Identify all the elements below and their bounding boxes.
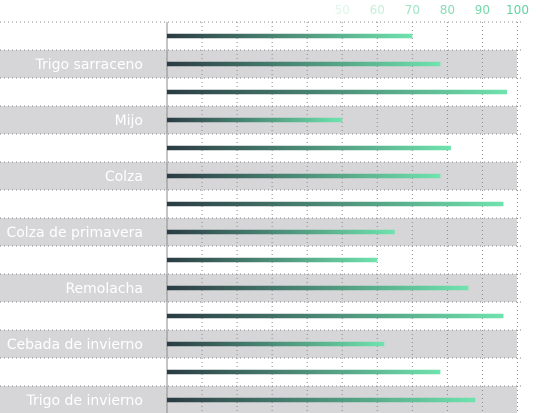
category-label: Colza — [105, 169, 143, 185]
bar — [167, 257, 378, 263]
bar — [167, 397, 476, 403]
bar — [167, 285, 469, 291]
bar — [167, 201, 504, 207]
bar — [167, 117, 343, 123]
category-label: Trigo sarraceno — [34, 57, 143, 73]
bar — [167, 33, 413, 39]
x-tick-label: 80 — [440, 3, 455, 17]
bar — [167, 173, 441, 179]
category-label: Cebada de invierno — [7, 337, 143, 353]
x-tick-label: 100 — [506, 3, 529, 17]
x-tick-label: 90 — [475, 3, 490, 17]
bar — [167, 229, 395, 235]
x-tick-label: 50 — [335, 3, 350, 17]
category-label: Trigo de invierno — [26, 393, 144, 409]
bar — [167, 369, 441, 375]
bar — [167, 341, 385, 347]
x-tick-label: 70 — [405, 3, 420, 17]
bar — [167, 145, 451, 151]
bar — [167, 313, 504, 319]
category-label: Mijo — [115, 113, 143, 129]
x-tick-label: 60 — [370, 3, 385, 17]
category-label: Colza de primavera — [6, 225, 143, 241]
bar — [167, 89, 507, 95]
bar — [167, 61, 441, 67]
category-label: Remolacha — [65, 281, 143, 297]
